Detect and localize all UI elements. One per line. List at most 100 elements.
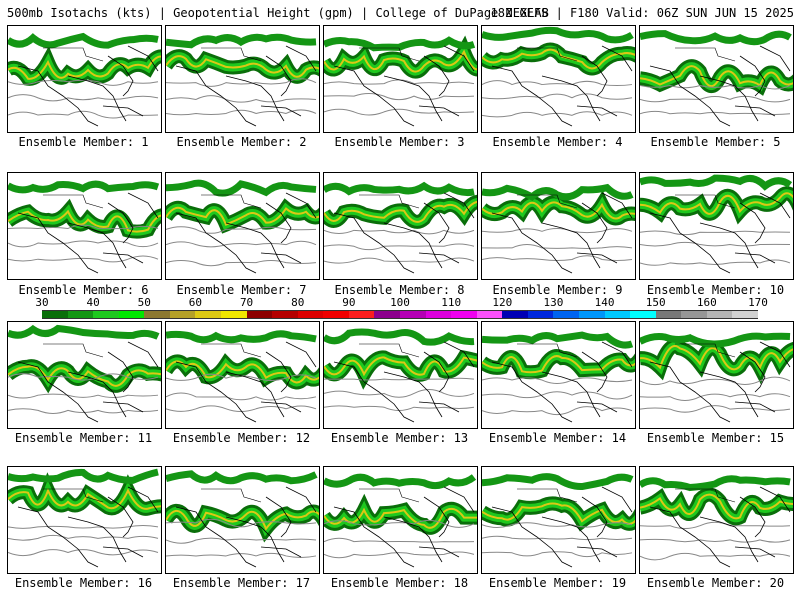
ensemble-member-map	[7, 321, 162, 429]
height-contour	[640, 376, 791, 386]
isotach-band	[640, 192, 793, 215]
scale-swatch	[323, 310, 350, 319]
ensemble-member-map	[639, 25, 794, 133]
map-title: 500mb Isotachs (kts) | Geopotential Heig…	[7, 6, 549, 20]
country-border	[675, 343, 736, 358]
coastline	[17, 192, 159, 274]
scale-swatch	[681, 310, 708, 319]
isotach-band	[166, 330, 317, 344]
ensemble-member-label: Ensemble Member: 5	[650, 135, 781, 149]
isotach-band	[640, 65, 793, 87]
height-contour	[166, 537, 317, 544]
ensemble-member-map	[639, 321, 794, 429]
scale-swatch	[195, 310, 222, 319]
ensemble-member-map	[165, 466, 320, 574]
isotach-band	[166, 179, 317, 197]
isotach-band	[640, 174, 793, 191]
coastline	[649, 486, 791, 568]
height-contour	[8, 255, 159, 263]
country-border	[201, 343, 262, 358]
ensemble-member-map	[323, 172, 478, 280]
isotach-band	[324, 473, 477, 490]
height-contour	[166, 405, 317, 413]
isotach-band	[324, 200, 477, 223]
coastline	[491, 341, 633, 423]
height-contour	[8, 525, 159, 529]
ensemble-member-map	[481, 466, 636, 574]
isotach-band	[166, 509, 319, 531]
height-contour	[8, 79, 159, 86]
coastline	[333, 341, 475, 423]
coastline	[649, 45, 791, 127]
isotach-band	[8, 487, 161, 510]
isotach-band	[640, 332, 791, 348]
height-contour	[324, 108, 475, 116]
ensemble-member-map	[639, 466, 794, 574]
height-contour	[8, 373, 159, 381]
scale-swatch	[706, 310, 733, 319]
isotach-band	[482, 473, 634, 491]
ensemble-member-map	[639, 172, 794, 280]
isotach-band	[482, 26, 634, 44]
isotach-band	[324, 36, 476, 52]
height-contour	[640, 552, 791, 561]
country-border	[517, 47, 578, 62]
isotach-color-scale: 30 40 50 60 70 80 90 100 110 120 130 140 150 160 170	[0, 296, 800, 320]
scale-swatch	[451, 310, 478, 319]
country-border	[201, 194, 262, 209]
height-contour	[482, 551, 633, 558]
scale-tick-label: 30	[35, 296, 49, 309]
scale-swatch	[221, 310, 248, 319]
scale-tick-label: 110	[441, 296, 462, 309]
height-contour	[640, 95, 791, 103]
height-contour	[324, 243, 475, 251]
coastline	[491, 192, 633, 274]
country-border	[517, 488, 578, 503]
height-contour	[8, 549, 159, 557]
height-contour	[8, 534, 159, 541]
scale-swatch	[118, 310, 145, 319]
height-contour	[8, 393, 159, 399]
height-contour	[482, 406, 633, 416]
ensemble-member-label: Ensemble Member: 11	[14, 431, 153, 445]
height-contour	[166, 518, 317, 528]
height-contour	[482, 522, 633, 529]
isotach-band	[640, 30, 792, 46]
height-contour	[166, 226, 317, 234]
country-border	[359, 194, 420, 209]
map-header: 500mb Isotachs (kts) | Geopotential Heig…	[0, 0, 800, 24]
ensemble-member-label: Ensemble Member: 7	[176, 283, 307, 297]
isotach-band	[8, 180, 160, 194]
height-contour	[640, 538, 791, 543]
height-contour	[640, 241, 791, 247]
coastline	[333, 192, 475, 274]
coastline	[333, 45, 475, 127]
ensemble-member-label: Ensemble Member: 12	[172, 431, 311, 445]
height-contour	[640, 405, 791, 413]
isotach-band	[166, 206, 319, 226]
ensemble-member-label: Ensemble Member: 1	[18, 135, 149, 149]
ensemble-member-label: Ensemble Member: 4	[492, 135, 623, 149]
scale-tick-label: 90	[342, 296, 356, 309]
country-border	[201, 47, 262, 62]
model-run-info: 18Z GEFS | F180 Valid: 06Z SUN JUN 15 20…	[490, 6, 794, 20]
ensemble-member-label: Ensemble Member: 14	[488, 431, 627, 445]
height-contour	[166, 552, 317, 558]
height-contour	[166, 260, 317, 267]
scale-tick-label: 120	[492, 296, 513, 309]
scale-tick-label: 60	[188, 296, 203, 309]
ensemble-member-label: Ensemble Member: 19	[488, 576, 627, 590]
isotach-band	[166, 360, 319, 384]
ensemble-member-map	[7, 172, 162, 280]
isotach-band	[8, 365, 161, 387]
height-contour	[482, 244, 633, 249]
coastline	[649, 192, 791, 274]
height-contour	[8, 94, 159, 102]
ensemble-member-map	[7, 466, 162, 574]
scale-swatch	[630, 310, 657, 319]
country-border	[359, 488, 420, 503]
ensemble-member-label: Ensemble Member: 8	[334, 283, 465, 297]
scale-swatch	[297, 310, 324, 319]
scale-swatch	[579, 310, 606, 319]
isotach-band	[482, 331, 634, 349]
